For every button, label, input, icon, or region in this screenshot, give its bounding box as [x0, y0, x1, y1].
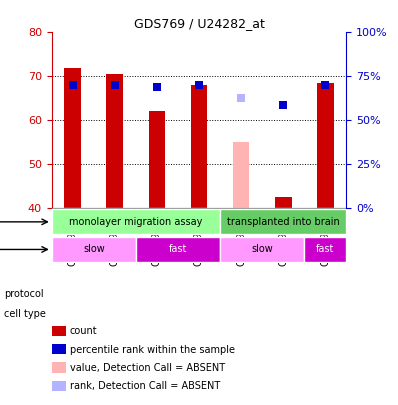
Bar	[275, 197, 292, 208]
Text: slow: slow	[83, 245, 105, 254]
Text: percentile rank within the sample: percentile rank within the sample	[70, 345, 235, 354]
Text: rank, Detection Call = ABSENT: rank, Detection Call = ABSENT	[70, 381, 220, 391]
FancyBboxPatch shape	[52, 209, 220, 234]
Point	[112, 82, 118, 88]
Text: value, Detection Call = ABSENT: value, Detection Call = ABSENT	[70, 363, 225, 373]
Point	[70, 82, 76, 88]
Text: slow: slow	[251, 245, 273, 254]
FancyBboxPatch shape	[52, 237, 136, 262]
Text: cell type: cell type	[4, 309, 46, 319]
Bar	[106, 74, 123, 208]
Text: monolayer migration assay: monolayer migration assay	[69, 217, 203, 227]
Text: transplanted into brain: transplanted into brain	[227, 217, 339, 227]
Bar	[191, 85, 207, 208]
Bar	[64, 68, 81, 208]
Title: GDS769 / U24282_at: GDS769 / U24282_at	[134, 17, 264, 30]
Point	[196, 82, 202, 88]
Point	[238, 95, 244, 102]
Text: count: count	[70, 326, 97, 336]
Point	[154, 84, 160, 91]
Bar	[233, 142, 250, 208]
FancyBboxPatch shape	[136, 237, 220, 262]
FancyBboxPatch shape	[220, 209, 346, 234]
Bar	[317, 83, 334, 208]
Point	[322, 82, 328, 88]
Bar	[148, 111, 165, 208]
Text: fast: fast	[169, 245, 187, 254]
Text: protocol: protocol	[4, 289, 44, 298]
Point	[280, 102, 286, 108]
Text: fast: fast	[316, 245, 334, 254]
FancyBboxPatch shape	[220, 237, 304, 262]
FancyBboxPatch shape	[304, 237, 346, 262]
